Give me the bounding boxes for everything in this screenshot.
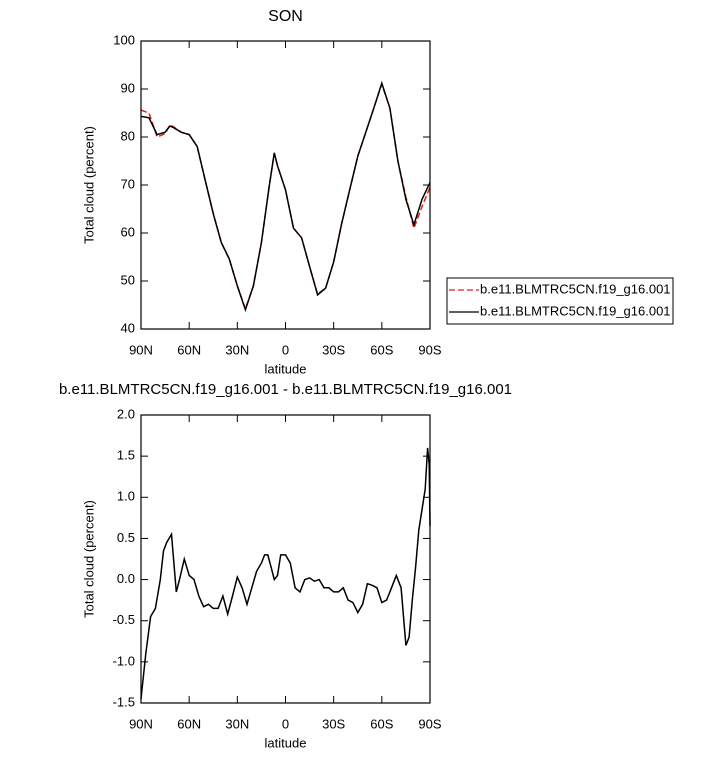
x-tick-label: 60S	[370, 716, 393, 731]
legend-box	[446, 277, 674, 325]
x-tick-label: 60N	[177, 342, 201, 357]
y-tick-label: 1.0	[117, 489, 135, 504]
x-tick-label: 0	[282, 716, 289, 731]
x-tick-label: 90S	[418, 716, 441, 731]
chart-title: b.e11.BLMTRC5CN.f19_g16.001 - b.e11.BLMT…	[59, 381, 512, 398]
x-tick-label: 30N	[225, 716, 249, 731]
y-tick-label: 100	[113, 32, 135, 47]
y-tick-label: 2.0	[117, 406, 135, 421]
y-tick-label: -1.5	[113, 694, 135, 709]
y-tick-label: 60	[121, 224, 135, 239]
plot-frame	[140, 414, 431, 704]
y-tick-label: 1.5	[117, 448, 135, 463]
x-tick-label: 30S	[322, 342, 345, 357]
x-tick-label: 60N	[177, 716, 201, 731]
y-axis-label: Total cloud (percent)	[81, 126, 96, 244]
y-axis-label: Total cloud (percent)	[81, 500, 96, 618]
y-tick-label: 40	[121, 320, 135, 335]
x-tick-label: 30N	[225, 342, 249, 357]
y-tick-label: -0.5	[113, 612, 135, 627]
y-tick-label: 70	[121, 176, 135, 191]
y-tick-label: 0.0	[117, 571, 135, 586]
plot-frame	[140, 40, 431, 330]
x-axis-label: latitude	[265, 361, 307, 376]
x-tick-label: 90S	[418, 342, 441, 357]
legend-label: b.e11.BLMTRC5CN.f19_g16.001	[480, 281, 671, 296]
y-tick-label: 0.5	[117, 530, 135, 545]
data-line	[140, 80, 431, 313]
y-tick-label: 50	[121, 272, 135, 287]
y-tick-label: 90	[121, 80, 135, 95]
x-tick-label: 90N	[129, 716, 153, 731]
data-line	[140, 81, 431, 312]
x-tick-label: 90N	[129, 342, 153, 357]
x-tick-label: 0	[282, 342, 289, 357]
y-tick-label: -1.0	[113, 653, 135, 668]
x-tick-label: 60S	[370, 342, 393, 357]
legend-label: b.e11.BLMTRC5CN.f19_g16.001	[480, 303, 671, 318]
x-axis-label: latitude	[265, 735, 307, 750]
data-line	[140, 447, 431, 699]
chart-title: SON	[268, 8, 303, 25]
x-tick-label: 30S	[322, 716, 345, 731]
y-tick-label: 80	[121, 128, 135, 143]
